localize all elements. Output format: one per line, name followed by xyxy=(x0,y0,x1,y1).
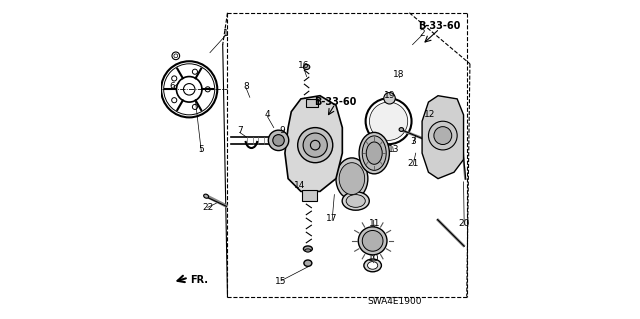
Text: 1: 1 xyxy=(223,29,228,38)
Circle shape xyxy=(434,127,452,145)
Circle shape xyxy=(303,133,327,157)
Ellipse shape xyxy=(362,230,383,251)
Text: 16: 16 xyxy=(298,61,309,70)
Text: 17: 17 xyxy=(326,214,338,223)
Text: 15: 15 xyxy=(275,277,287,286)
Text: 22: 22 xyxy=(202,204,213,212)
Ellipse shape xyxy=(359,132,389,174)
Circle shape xyxy=(268,130,289,151)
Text: B-33-60: B-33-60 xyxy=(314,97,356,107)
Ellipse shape xyxy=(367,262,378,269)
Text: 12: 12 xyxy=(424,110,436,119)
Text: 7: 7 xyxy=(237,126,243,135)
Ellipse shape xyxy=(339,163,365,195)
Ellipse shape xyxy=(305,249,311,252)
Text: 18: 18 xyxy=(394,70,405,78)
Ellipse shape xyxy=(364,259,381,272)
Text: 14: 14 xyxy=(294,181,305,189)
Text: 10: 10 xyxy=(368,254,380,263)
Text: 9: 9 xyxy=(280,126,285,135)
Circle shape xyxy=(428,121,457,150)
Circle shape xyxy=(369,102,408,140)
Ellipse shape xyxy=(346,195,365,207)
Ellipse shape xyxy=(342,192,369,210)
Text: 20: 20 xyxy=(458,219,470,228)
Circle shape xyxy=(273,135,284,146)
Text: 4: 4 xyxy=(264,110,270,119)
Ellipse shape xyxy=(358,227,387,255)
Ellipse shape xyxy=(362,136,386,170)
Ellipse shape xyxy=(303,64,310,70)
Text: 21: 21 xyxy=(408,159,419,168)
Ellipse shape xyxy=(399,128,404,131)
Ellipse shape xyxy=(304,260,312,266)
Text: 8: 8 xyxy=(243,82,249,91)
Text: 13: 13 xyxy=(388,145,399,154)
Ellipse shape xyxy=(204,194,209,198)
Polygon shape xyxy=(422,96,463,179)
Text: 5: 5 xyxy=(198,145,204,154)
Text: B-33-60: B-33-60 xyxy=(419,20,461,31)
Ellipse shape xyxy=(366,142,382,164)
Text: 3: 3 xyxy=(410,137,416,146)
Text: 2: 2 xyxy=(419,29,425,38)
Text: FR.: FR. xyxy=(190,275,208,285)
Text: 11: 11 xyxy=(369,219,381,228)
Ellipse shape xyxy=(336,158,368,199)
Text: 19: 19 xyxy=(384,91,396,100)
Bar xyxy=(306,99,319,107)
Bar xyxy=(303,190,317,201)
Circle shape xyxy=(384,93,396,104)
Ellipse shape xyxy=(303,246,312,252)
Text: SWA4E1900: SWA4E1900 xyxy=(368,297,422,306)
Polygon shape xyxy=(285,96,342,191)
Text: 6: 6 xyxy=(170,82,175,91)
Circle shape xyxy=(298,128,333,163)
